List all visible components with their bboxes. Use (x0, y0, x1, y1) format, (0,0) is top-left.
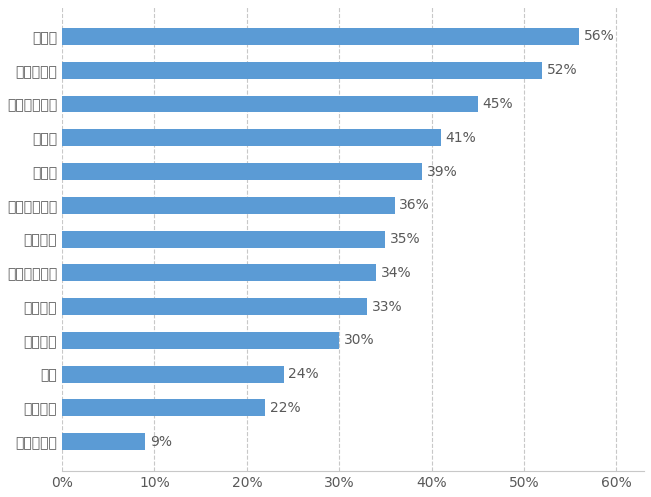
Text: 24%: 24% (288, 367, 319, 381)
Bar (62, 264, 376, 281)
Text: 56%: 56% (584, 29, 615, 44)
Text: 35%: 35% (390, 232, 421, 246)
Bar (62, 298, 367, 315)
Text: 52%: 52% (547, 63, 577, 77)
Bar (62, 366, 284, 383)
Text: 36%: 36% (399, 198, 430, 212)
Bar (62, 433, 145, 450)
Text: 33%: 33% (372, 300, 402, 314)
Bar (62, 231, 385, 248)
Bar (62, 400, 266, 416)
Bar (62, 163, 422, 180)
Bar (62, 197, 395, 214)
Text: 41%: 41% (445, 131, 476, 145)
Bar (62, 129, 441, 146)
Text: 9%: 9% (150, 435, 172, 449)
Text: 45%: 45% (482, 97, 513, 111)
Bar (62, 95, 478, 112)
Text: 30%: 30% (344, 333, 374, 347)
Text: 39%: 39% (427, 165, 458, 178)
Text: 22%: 22% (270, 401, 301, 415)
Bar (62, 62, 542, 79)
Bar (62, 332, 339, 349)
Bar (62, 28, 579, 45)
Text: 34%: 34% (381, 266, 411, 280)
